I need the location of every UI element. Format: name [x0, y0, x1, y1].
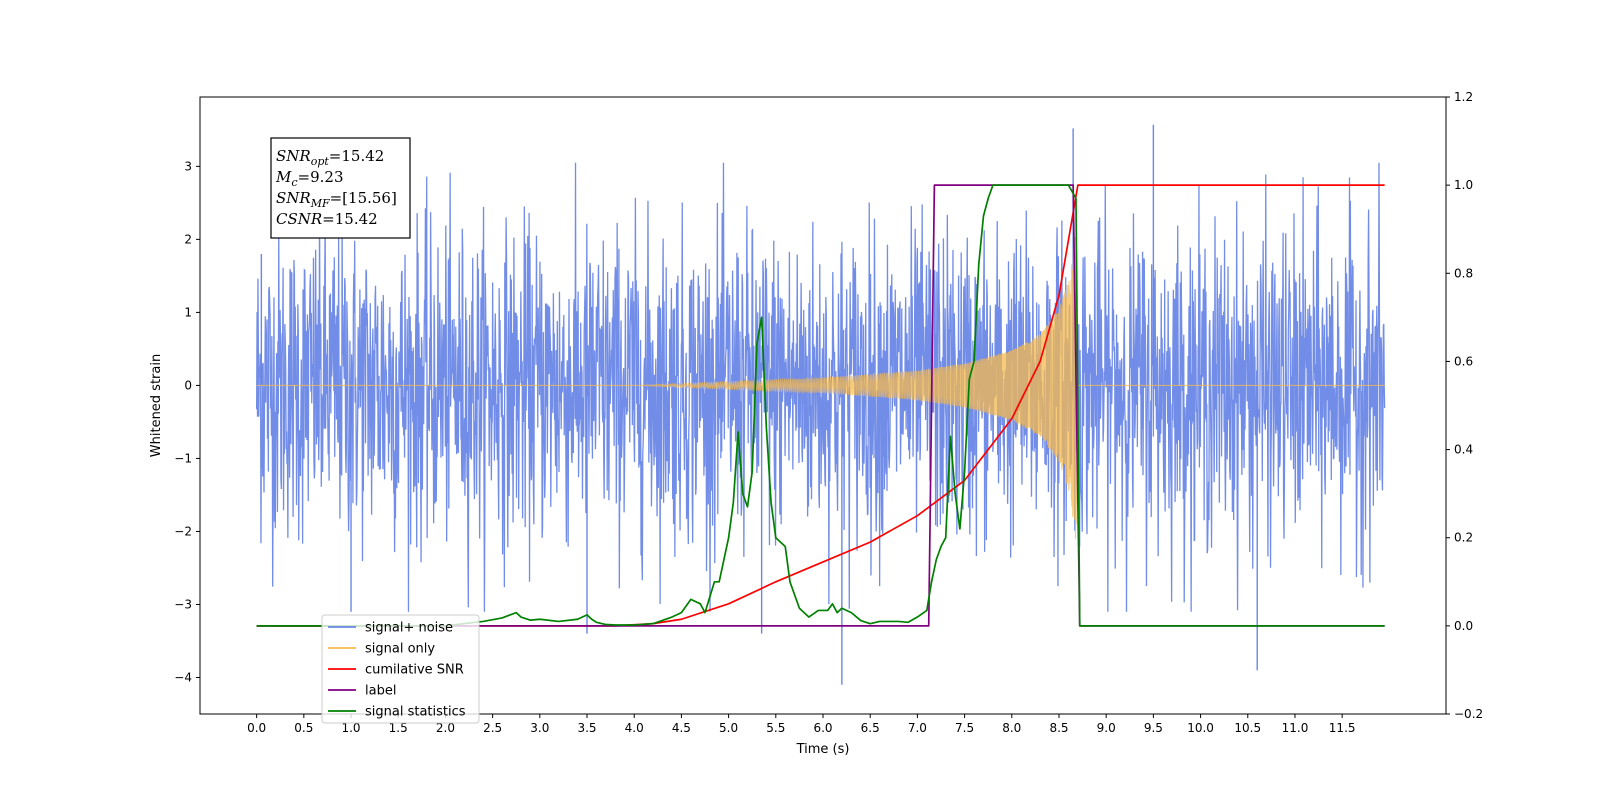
x-tick-label: 7.5: [955, 721, 974, 735]
y2-tick-label: −0.2: [1454, 707, 1483, 721]
annotation-symbol: SNR: [276, 189, 311, 207]
annotation-frame: [270, 137, 411, 239]
x-axis-label: Time (s): [796, 742, 850, 757]
y-tick-label: 0: [184, 378, 192, 392]
annotation-subscript: MF: [310, 197, 330, 210]
y2-tick-label: 1.2: [1454, 90, 1473, 104]
annotation-symbol: CSNR: [276, 210, 322, 228]
y2-tick-label: 0.0: [1454, 619, 1473, 633]
x-tick-label: 3.5: [577, 721, 596, 735]
plot-series: [255, 124, 1386, 685]
annotation-value: =[15.56]: [330, 189, 397, 207]
y-tick-label: −4: [174, 670, 192, 684]
x-tick-label: 9.0: [1097, 721, 1116, 735]
x-tick-label: 5.5: [766, 721, 785, 735]
series-signal-noise: [255, 162, 1386, 612]
x-tick-label: 2.0: [436, 721, 455, 735]
y-tick-label: −2: [174, 524, 192, 538]
legend-label-cumilative-snr: cumilative SNR: [365, 663, 464, 678]
y-tick-label: 1: [184, 305, 192, 319]
annotation-value: =9.23: [298, 168, 344, 186]
annotation-value: =15.42: [329, 147, 385, 165]
annotation-line: Mc=9.23: [275, 168, 344, 189]
axes-layer: 0.0 0.5 1.0 1.5 2.0 2.5 3.0 3.5 4.0 4.5 5.0 5.5 6.0 6…: [149, 90, 1483, 757]
legend-frame: [321, 614, 480, 724]
y-tick-label: −1: [174, 451, 192, 465]
x-tick-label: 0.5: [294, 721, 313, 735]
y2-tick-label: 0.6: [1454, 354, 1473, 368]
legend-label-signal-only: signal only: [365, 642, 435, 657]
x-tick-label: 6.0: [813, 721, 832, 735]
x-tick-label: 5.0: [719, 721, 738, 735]
x-tick-label: 4.0: [625, 721, 644, 735]
legend-label-label: label: [365, 684, 396, 699]
x-tick-label: 6.5: [861, 721, 880, 735]
x-tick-label: 7.0: [908, 721, 927, 735]
y-axis-label: Whitened strain: [149, 354, 164, 457]
x-tick-label: 1.0: [341, 721, 360, 735]
y2-tick-label: 0.2: [1454, 531, 1473, 545]
annotation-symbol: M: [275, 168, 292, 186]
legend-label-signal-statistics: signal statistics: [365, 705, 466, 720]
x-tick-label: 10.0: [1187, 721, 1214, 735]
annotation-value: =15.42: [322, 210, 378, 228]
y2-tick-label: 0.4: [1454, 443, 1473, 457]
x-tick-label: 4.5: [672, 721, 691, 735]
legend: signal+ noise signal only cumilative SNR la…: [321, 614, 480, 724]
y-tick-label: 3: [184, 159, 192, 173]
x-tick-label: 10.5: [1234, 721, 1261, 735]
annotation-box: SNRopt=15.42Mc=9.23SNRMF=[15.56]CSNR=15.…: [270, 137, 411, 239]
annotation-line: SNRMF=[15.56]: [276, 189, 397, 210]
x-tick-label: 11.0: [1282, 721, 1309, 735]
y-tick-label: −3: [174, 597, 192, 611]
y-tick-label: 2: [184, 232, 192, 246]
x-tick-label: 0.0: [247, 721, 266, 735]
x-tick-label: 8.0: [1002, 721, 1021, 735]
x-tick-label: 2.5: [483, 721, 502, 735]
x-tick-label: 1.5: [389, 721, 408, 735]
annotation-subscript: c: [291, 176, 297, 189]
x-tick-label: 8.5: [1049, 721, 1068, 735]
x-tick-label: 3.0: [530, 721, 549, 735]
y2-tick-label: 0.8: [1454, 266, 1473, 280]
x-tick-label: 11.5: [1329, 721, 1356, 735]
series-signal-statistics: [256, 184, 1385, 627]
series-signal-only: [256, 236, 1385, 539]
annotation-symbol: SNR: [276, 147, 311, 165]
annotation-line: SNRopt=15.42: [276, 147, 384, 168]
annotation-subscript: opt: [311, 155, 330, 168]
legend-label-signal-noise: signal+ noise: [365, 621, 453, 636]
y2-tick-label: 1.0: [1454, 178, 1473, 192]
x-tick-label: 9.5: [1144, 721, 1163, 735]
annotation-line: CSNR=15.42: [276, 210, 378, 228]
